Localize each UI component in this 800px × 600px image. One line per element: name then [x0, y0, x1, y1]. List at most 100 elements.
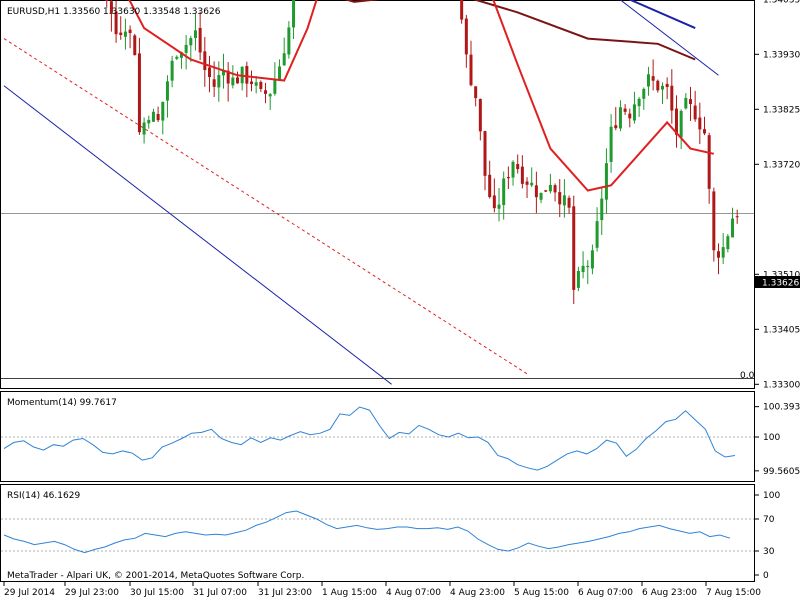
- candle: [278, 59, 282, 81]
- candle-body: [684, 97, 688, 109]
- candle-body: [245, 66, 249, 84]
- candle: [618, 100, 622, 132]
- candle: [460, 0, 464, 24]
- candle-body: [530, 182, 534, 186]
- candle: [679, 109, 683, 150]
- candle-body: [726, 236, 730, 250]
- candle: [628, 108, 632, 128]
- candle: [623, 104, 627, 115]
- candle: [193, 13, 197, 51]
- candle: [469, 40, 473, 87]
- candle: [105, 0, 109, 8]
- candle-body: [282, 53, 286, 66]
- candle-body: [137, 53, 141, 133]
- candle-body: [212, 79, 216, 87]
- candle: [703, 116, 706, 136]
- candle: [488, 160, 492, 199]
- candle-body: [203, 51, 207, 71]
- rsi-tick-label: 30: [763, 547, 775, 557]
- momentum-tick-label: 100.3939: [763, 403, 800, 413]
- main-panel[interactable]: [0, 0, 755, 389]
- candle: [198, 11, 202, 61]
- candle-body: [548, 185, 552, 192]
- moving-average-line: [128, 0, 715, 192]
- candle-body: [268, 94, 272, 97]
- candle-body: [273, 78, 277, 94]
- candle-body: [105, 0, 109, 1]
- candle: [595, 207, 599, 252]
- candle: [511, 160, 515, 186]
- candle-body: [600, 198, 604, 221]
- time-axis: 29 Jul 2014 29 Jul 23:00 30 Jul 15:00 31 Ju…: [3, 582, 761, 598]
- candle-body: [464, 18, 468, 55]
- candle-body: [478, 99, 482, 132]
- candle: [516, 154, 520, 174]
- copyright-text: MetaTrader - Alpari UK, © 2001-2014, Met…: [7, 571, 304, 581]
- momentum-tick-label: 100: [763, 433, 780, 443]
- candle-body: [558, 192, 562, 205]
- price-tick-label: 1.34035: [763, 0, 800, 5]
- candle: [572, 195, 576, 305]
- candle: [165, 75, 169, 118]
- candle: [656, 79, 660, 93]
- candle: [567, 195, 571, 214]
- candle-body: [151, 111, 155, 122]
- candle: [109, 0, 113, 32]
- candle-body: [292, 0, 296, 28]
- time-tick-label: 4 Aug 23:00: [450, 588, 505, 598]
- candle-body: [553, 185, 557, 193]
- candle: [684, 93, 688, 110]
- candle: [660, 82, 664, 104]
- candle-body: [674, 108, 678, 135]
- candle-body: [511, 161, 515, 178]
- candle-body: [123, 31, 127, 37]
- candle: [693, 90, 697, 122]
- candle-body: [651, 76, 655, 81]
- candle-body: [226, 70, 230, 84]
- candle: [464, 14, 468, 68]
- rsi-line: [3, 510, 731, 554]
- momentum-line: [3, 406, 736, 471]
- candle: [646, 66, 650, 96]
- candle-body: [474, 86, 478, 99]
- candle: [236, 71, 239, 84]
- candle-body: [688, 99, 692, 105]
- candle: [170, 55, 174, 88]
- momentum-tick-label: 99.5605: [763, 467, 800, 477]
- candle-body: [660, 85, 664, 90]
- candle: [184, 35, 188, 70]
- rsi-panel[interactable]: [0, 484, 755, 582]
- candle-body: [525, 181, 529, 185]
- candle-body: [492, 195, 496, 209]
- candle-body: [231, 77, 235, 86]
- rsi-title: RSI(14) 46.1629: [7, 491, 80, 501]
- candle: [287, 21, 291, 59]
- candle-body: [278, 66, 282, 81]
- candle: [207, 55, 211, 93]
- candle: [670, 69, 674, 124]
- candle-body: [534, 185, 538, 198]
- candle: [698, 102, 702, 145]
- candle-body: [264, 90, 268, 94]
- main-title: EURUSD,H1 1.33560 1.33630 1.33548 1.3362…: [7, 7, 221, 17]
- candle-body: [189, 38, 193, 46]
- candle-body: [520, 166, 524, 184]
- candle-body: [665, 83, 669, 88]
- candle: [123, 18, 127, 50]
- candle: [553, 183, 557, 202]
- channel-line: [619, 0, 719, 76]
- time-tick-label: 6 Aug 07:00: [578, 588, 633, 598]
- candle-body: [254, 82, 258, 86]
- momentum-panel[interactable]: [0, 391, 755, 482]
- candle-body: [595, 221, 599, 248]
- candle-body: [703, 129, 706, 134]
- candle: [231, 65, 235, 89]
- time-tick-label: 4 Aug 07:00: [386, 588, 441, 598]
- candle-body: [628, 113, 632, 119]
- candle-body: [698, 117, 702, 130]
- moving-average-line: [344, 0, 696, 61]
- candle: [731, 207, 735, 238]
- candle: [674, 95, 678, 148]
- candle-body: [217, 75, 221, 88]
